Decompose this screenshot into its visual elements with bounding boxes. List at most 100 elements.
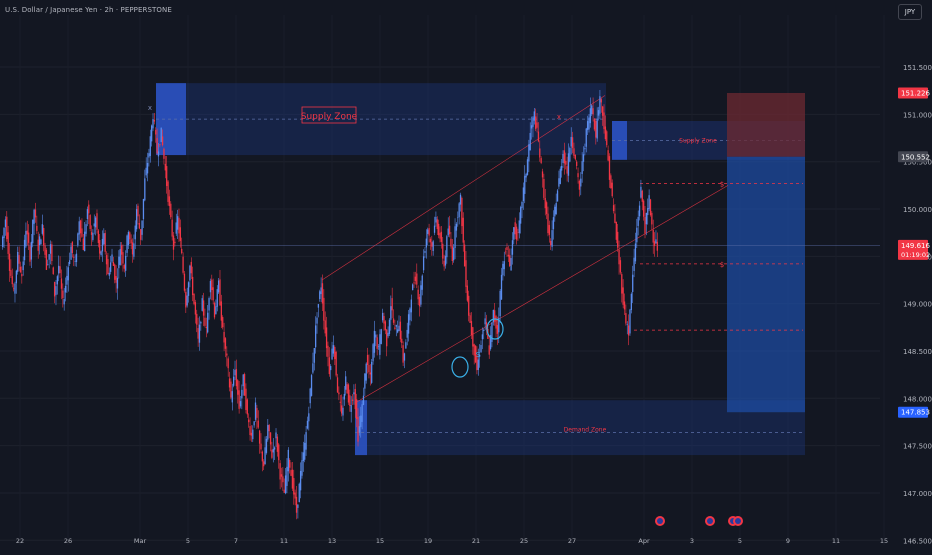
candle-body bbox=[555, 203, 557, 215]
candle-body bbox=[599, 96, 601, 114]
x-tick-label: 11 bbox=[280, 537, 288, 545]
candle-body bbox=[49, 244, 52, 254]
time-axis[interactable]: 22 26 Mar 5 7 11 13 15 19 21 25 27 Apr 3 5 9 11 15 bbox=[16, 537, 888, 545]
candle-body bbox=[172, 235, 175, 250]
candle-body bbox=[565, 160, 567, 165]
candle-body bbox=[428, 228, 430, 236]
price-label-tag bbox=[898, 239, 928, 260]
candle-body bbox=[386, 329, 388, 347]
x-tick-label: 21 bbox=[472, 537, 480, 545]
candle-body bbox=[556, 190, 559, 202]
candle-body bbox=[41, 224, 43, 234]
candle-body bbox=[353, 392, 355, 395]
candle-body bbox=[365, 363, 367, 381]
candle-body bbox=[62, 290, 64, 299]
candle-body bbox=[518, 220, 520, 234]
candle-body bbox=[264, 447, 266, 465]
candle-body bbox=[544, 197, 546, 209]
candle-body bbox=[122, 252, 124, 264]
candle-body bbox=[52, 267, 54, 275]
candle-body bbox=[319, 291, 321, 300]
candle-body bbox=[566, 166, 568, 174]
candle-body bbox=[357, 417, 359, 442]
candle-body bbox=[461, 197, 463, 227]
candle-body bbox=[398, 325, 400, 332]
swing-low-circle bbox=[451, 356, 469, 378]
candle-body bbox=[29, 246, 31, 262]
candle-body bbox=[597, 110, 600, 116]
candle-body bbox=[503, 261, 505, 270]
candle-body bbox=[260, 443, 262, 450]
candle-body bbox=[465, 260, 467, 287]
marker-x: x bbox=[557, 113, 561, 121]
candle-body bbox=[446, 236, 448, 258]
candle-body bbox=[271, 449, 273, 458]
liquidity-level-label: $ bbox=[720, 261, 724, 269]
candle-body bbox=[313, 348, 315, 363]
candle-body bbox=[257, 420, 259, 428]
candle-body bbox=[395, 324, 397, 327]
candle-body bbox=[405, 342, 407, 349]
candle-body bbox=[279, 463, 281, 480]
price-label-text: 149.616 bbox=[901, 242, 930, 250]
candle-body bbox=[100, 251, 102, 256]
candle-body bbox=[558, 178, 560, 187]
candle-body bbox=[608, 156, 611, 180]
candle-body bbox=[209, 280, 212, 293]
candle-body bbox=[280, 474, 283, 477]
candle-body bbox=[30, 241, 33, 260]
x-tick-label: 25 bbox=[520, 537, 528, 545]
candle-body bbox=[473, 344, 475, 356]
candle-body bbox=[342, 407, 344, 416]
candle-body bbox=[323, 297, 325, 321]
candle-body bbox=[581, 161, 583, 174]
candle-body bbox=[261, 451, 263, 462]
candle-body bbox=[78, 221, 80, 235]
candle-body bbox=[32, 219, 34, 244]
candle-body bbox=[480, 345, 482, 353]
candle-body bbox=[439, 232, 441, 239]
candle-body bbox=[502, 263, 504, 276]
candle-body bbox=[614, 213, 616, 223]
candle-body bbox=[17, 251, 19, 272]
x-tick-label: 5 bbox=[186, 537, 190, 545]
candle-body bbox=[324, 320, 326, 334]
candle-body bbox=[390, 306, 392, 320]
candle-body bbox=[595, 120, 597, 138]
candle-body bbox=[391, 298, 393, 311]
candle-body bbox=[535, 116, 537, 129]
candle-body bbox=[317, 304, 320, 308]
candle-body bbox=[360, 415, 362, 428]
candle-body bbox=[14, 283, 16, 294]
candle-body bbox=[130, 239, 132, 244]
candle-body bbox=[207, 312, 209, 333]
price-label-countdown: 01:19:02 bbox=[901, 251, 930, 259]
candle-body bbox=[492, 309, 494, 323]
candle-body bbox=[533, 111, 535, 121]
candle-body bbox=[416, 273, 418, 285]
candle-body bbox=[90, 232, 93, 235]
candle-body bbox=[450, 238, 452, 247]
candle-body bbox=[332, 345, 335, 354]
candle-body bbox=[529, 132, 531, 151]
currency-button[interactable]: JPY bbox=[898, 4, 922, 20]
candle-body bbox=[70, 246, 72, 260]
candle-body bbox=[637, 216, 639, 226]
candle-body bbox=[455, 223, 458, 231]
candle-body bbox=[153, 120, 156, 122]
candle-body bbox=[216, 289, 218, 307]
candle-body bbox=[287, 449, 289, 472]
price-axis[interactable]: 151.500151.000150.500150.000149.500149.0… bbox=[898, 64, 932, 545]
candle-body bbox=[496, 325, 499, 334]
y-tick-label: 151.000 bbox=[903, 111, 932, 119]
candle-body bbox=[140, 229, 142, 240]
candle-body bbox=[641, 190, 643, 202]
candle-body bbox=[573, 148, 575, 156]
candle-body bbox=[4, 219, 7, 227]
candle-body bbox=[51, 244, 53, 262]
candle-body bbox=[454, 226, 456, 248]
candle-body bbox=[647, 208, 649, 216]
candle-body bbox=[181, 248, 183, 254]
